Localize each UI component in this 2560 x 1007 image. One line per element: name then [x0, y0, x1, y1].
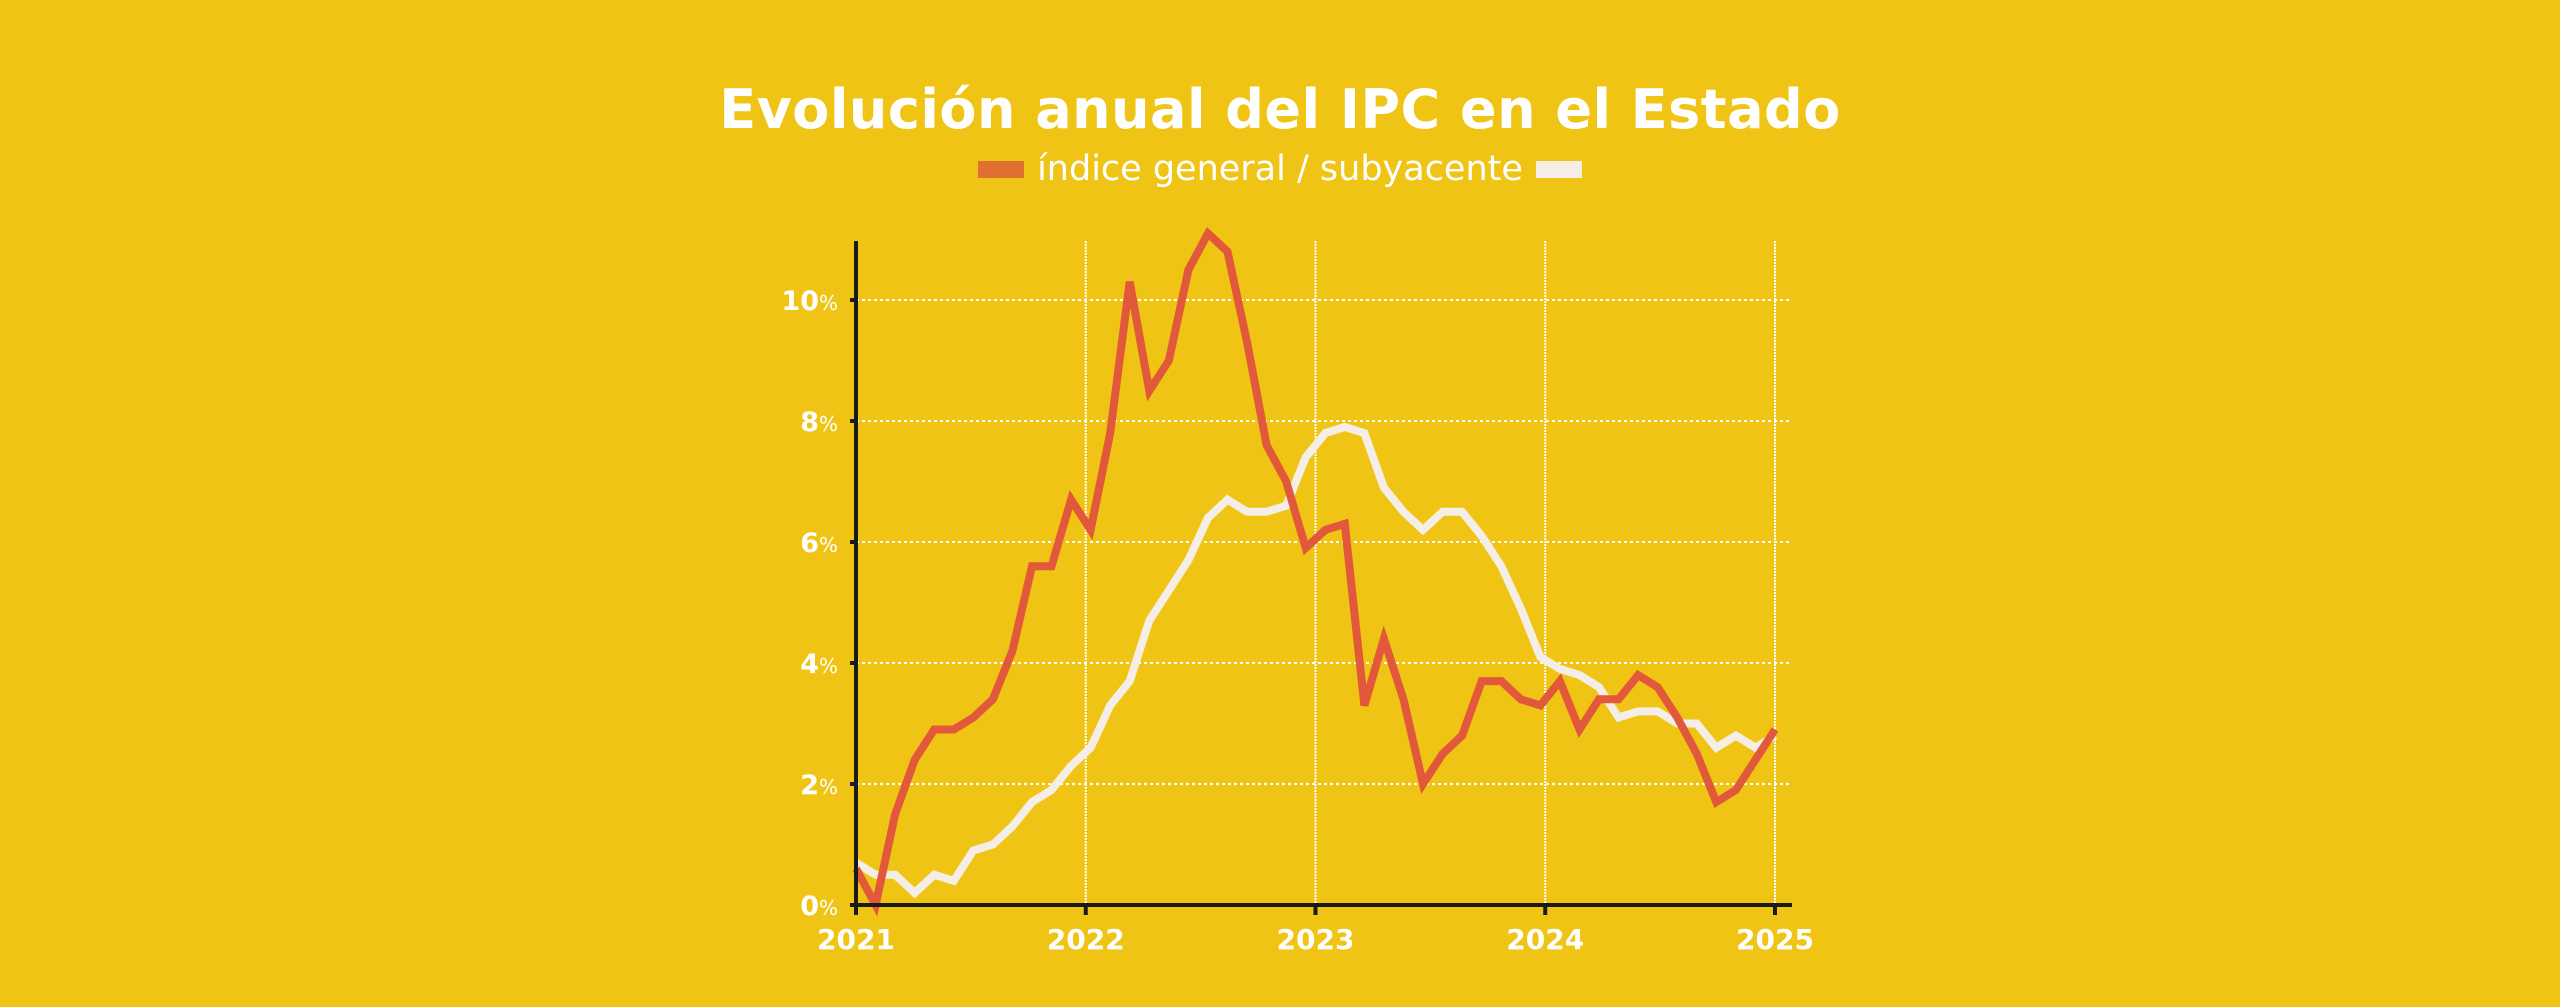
legend-text: índice general / subyacente	[1037, 149, 1523, 189]
chart-title: Evolución anual del IPC en el Estado	[719, 78, 1841, 141]
y-tick-number: 0	[800, 891, 819, 922]
y-tick-label: 6%	[800, 528, 838, 559]
series-line-subyacente	[853, 422, 1778, 899]
y-tick-unit: %	[819, 654, 838, 678]
y-tick-unit: %	[819, 896, 838, 920]
series-line-general	[852, 227, 1779, 917]
x-tick-label: 2025	[1736, 923, 1814, 956]
y-tick-label: 10%	[781, 286, 838, 317]
x-tick-label: 2022	[1047, 923, 1125, 956]
axes	[850, 241, 1792, 915]
y-tick-unit: %	[819, 775, 838, 799]
y-tick-number: 4	[800, 649, 819, 680]
y-tick-number: 8	[800, 407, 819, 438]
y-tick-label: 2%	[800, 770, 838, 801]
x-tick-label: 2024	[1506, 923, 1584, 956]
tick-labels: 0%2%4%6%8%10%2021 2022 2023 2024 2025	[781, 286, 1814, 956]
y-tick-number: 2	[800, 770, 819, 801]
y-tick-number: 10	[781, 286, 819, 317]
grid	[856, 241, 1792, 905]
y-tick-label: 4%	[800, 649, 838, 680]
y-tick-unit: %	[819, 412, 838, 436]
y-tick-unit: %	[819, 291, 838, 315]
series-layer	[852, 227, 1779, 917]
y-tick-number: 6	[800, 528, 819, 559]
legend: índice general / subyacente	[0, 145, 2560, 193]
x-tick-label: 2023	[1277, 923, 1355, 956]
legend-swatch-general	[978, 160, 1025, 178]
y-tick-label: 0%	[800, 891, 838, 922]
x-tick-label: 2021	[817, 923, 895, 956]
legend-swatch-subyacente	[1535, 160, 1582, 178]
y-tick-unit: %	[819, 533, 838, 557]
y-tick-label: 8%	[800, 407, 838, 438]
